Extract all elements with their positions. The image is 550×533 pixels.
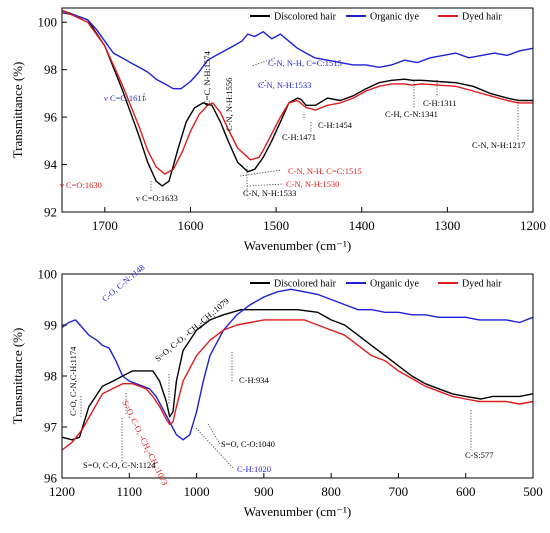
annotation-leader (246, 183, 284, 187)
y-tick-label: 99 (44, 318, 57, 333)
legend-entry: Organic dye (370, 12, 420, 23)
x-axis-label: Wavenumber (cm⁻¹) (244, 238, 352, 253)
y-tick-label: 96 (44, 110, 58, 125)
legend: Discolored hair Organic dye Dyed hair (250, 279, 502, 290)
annotation-leader (207, 423, 221, 445)
x-tick-label: 900 (254, 484, 274, 499)
peak-annotation: C-N, N-H, C=C:1515 (268, 58, 342, 68)
plot-frame (61, 273, 534, 479)
x-tick-label: 1000 (184, 484, 210, 499)
x-tick-label: 1200 (520, 218, 546, 233)
y-tick-label: 94 (44, 157, 58, 172)
peak-annotation: ν C=O:1611 (104, 93, 146, 103)
annotation-leader (251, 57, 276, 67)
x-tick-label: 1200 (49, 484, 75, 499)
legend-entry: Discolored hair (274, 12, 337, 23)
peak-annotation: C-H:934 (239, 375, 270, 385)
annotation-leader (257, 79, 267, 89)
peak-annotation: ν C=O:1630 (60, 180, 102, 190)
peak-annotation: C-H:1454 (318, 120, 353, 130)
legend-entry: Dyed hair (462, 12, 502, 23)
peak-annotation: C-H, C-N:1341 (385, 109, 438, 119)
x-tick-label: 600 (456, 484, 476, 499)
peak-annotation: C-O, C-N:1148 (100, 262, 147, 303)
y-tick-label: 100 (38, 267, 58, 282)
x-tick-label: 1400 (349, 218, 375, 233)
y-tick-label: 97 (44, 420, 58, 435)
annotation-leader (195, 427, 235, 470)
peak-annotation: S=O, C-O, -CH₂-CH₂:1079 (153, 296, 231, 364)
legend-entry: Discolored hair (274, 279, 337, 290)
x-tick-label: 1100 (117, 484, 143, 499)
x-tick-label: 1600 (177, 218, 203, 233)
plot-frame (61, 7, 534, 213)
x-tick-label: 1300 (434, 218, 460, 233)
series-line-discolored-hair (61, 309, 534, 441)
y-tick-label: 96 (44, 471, 58, 486)
x-tick-label: 500 (523, 484, 543, 499)
legend: Discolored hair Organic dye Dyed hair (250, 12, 502, 23)
series-line-organic-dye (61, 12, 534, 90)
peak-annotation: C-N, N-H:1217 (472, 140, 525, 150)
y-tick-label: 98 (44, 62, 57, 77)
peak-annotation: C=C, N-H:1574 (202, 50, 212, 106)
peak-annotation: C-O, C-N,C-H:1174 (68, 346, 78, 416)
x-tick-label: 800 (321, 484, 341, 499)
legend-entry: Organic dye (370, 279, 420, 290)
y-axis-label: Transmittance (%) (10, 62, 25, 159)
x-tick-label: 1500 (263, 218, 289, 233)
peak-annotation: C-N, N-H:1530 (286, 179, 339, 189)
series-line-dyed-hair (61, 319, 534, 451)
x-tick-label: 1700 (92, 218, 118, 233)
series-line-dyed-hair (61, 9, 533, 175)
y-tick-label: 98 (44, 369, 57, 384)
y-tick-label: 100 (38, 15, 58, 30)
peak-annotation: C-N, N-H:1533 (243, 188, 296, 198)
chart-2: 1200 1100 1000 900 800 700 600 500 96 97 98 99 100 Wa… (10, 262, 543, 519)
peak-annotation: C-H:1471 (282, 132, 316, 142)
series-line-discolored-hair (61, 9, 533, 187)
y-tick-label: 92 (44, 205, 57, 220)
peak-annotation: ν C=O:1633 (136, 193, 178, 203)
annotation-leader (239, 169, 282, 177)
peak-annotation: C-N, N-H, C=C:1515 (288, 166, 362, 176)
peak-annotation: C-N, N-H:1533 (258, 80, 311, 90)
y-axis-label: Transmittance (%) (10, 328, 25, 425)
peak-annotation: S=O, C-O, C-N:1124 (83, 460, 156, 470)
x-tick-label: 700 (389, 484, 409, 499)
peak-annotation: S=O, C-O:1040 (221, 439, 275, 449)
x-axis-label: Wavenumber (cm⁻¹) (244, 504, 352, 519)
chart-1: 1700 1600 1500 1400 1300 1200 92 94 96 98 100 Waven… (10, 7, 546, 253)
peak-annotation: C-H:1311 (423, 98, 457, 108)
legend-entry: Dyed hair (462, 279, 502, 290)
peak-annotation: C-S:577 (465, 450, 493, 460)
peak-annotation: C-H:1020 (237, 464, 271, 474)
peak-annotation: C-N, N-H:1556 (224, 78, 234, 131)
